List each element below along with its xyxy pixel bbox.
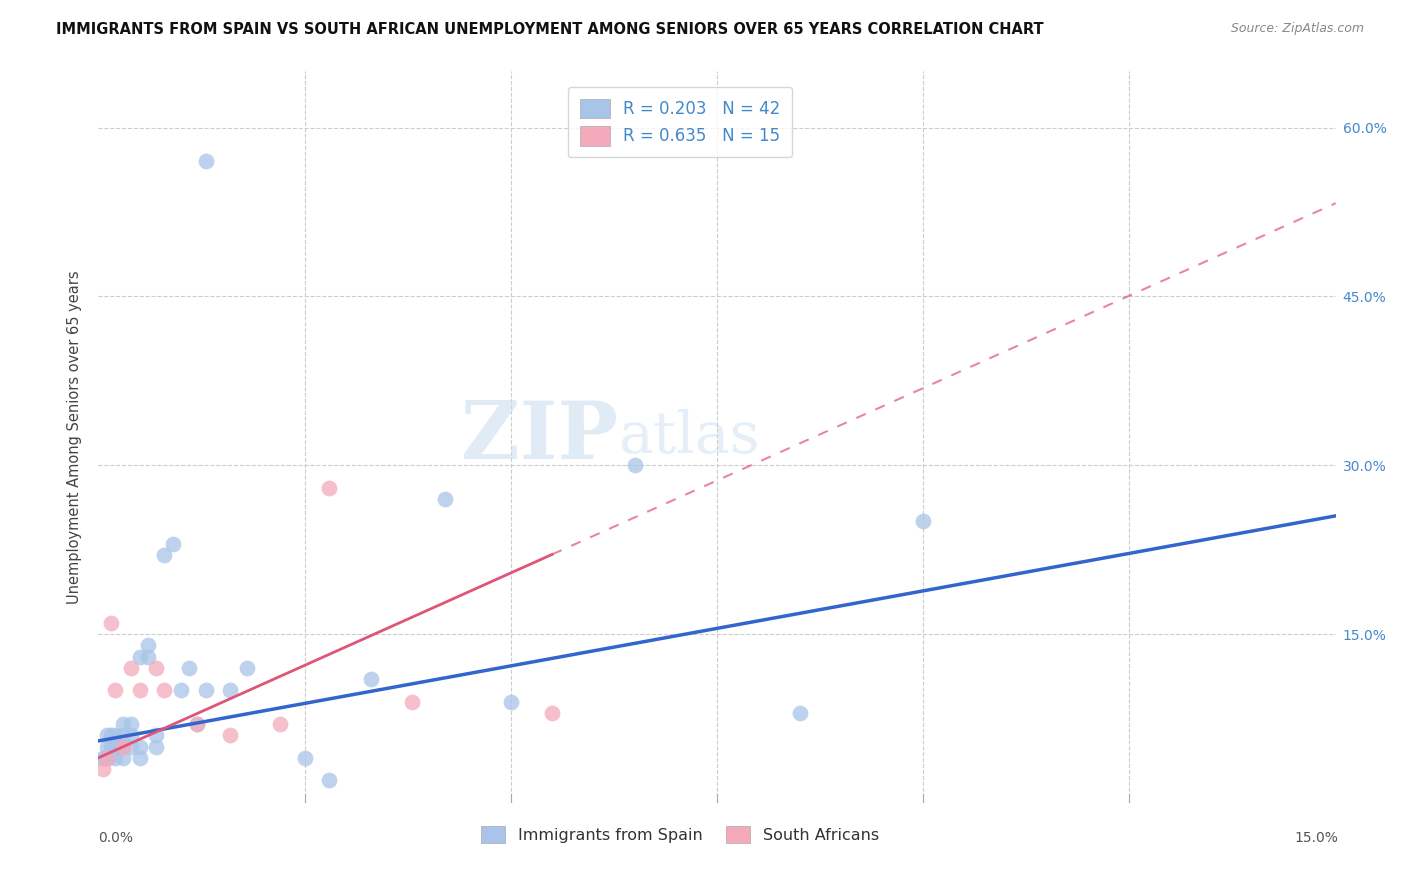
Point — [145, 739, 167, 754]
Point — [128, 683, 150, 698]
Point — [112, 728, 135, 742]
Point — [294, 751, 316, 765]
Point — [104, 728, 127, 742]
Point — [194, 683, 217, 698]
Point — [100, 615, 122, 630]
Text: ZIP: ZIP — [461, 398, 619, 476]
Point — [136, 649, 159, 664]
Point — [318, 773, 340, 788]
Point — [136, 638, 159, 652]
Point — [128, 649, 150, 664]
Point — [145, 661, 167, 675]
Point — [112, 739, 135, 754]
Point — [112, 751, 135, 765]
Point — [153, 683, 176, 698]
Point — [186, 717, 208, 731]
Point — [120, 717, 142, 731]
Text: 0.0%: 0.0% — [98, 831, 134, 846]
Point — [97, 751, 120, 765]
Text: atlas: atlas — [619, 409, 759, 465]
Point — [912, 515, 935, 529]
Text: 15.0%: 15.0% — [1295, 831, 1339, 846]
Text: Source: ZipAtlas.com: Source: ZipAtlas.com — [1230, 22, 1364, 36]
Point — [433, 491, 456, 506]
Point — [104, 751, 127, 765]
Point — [96, 728, 118, 742]
Point — [318, 481, 340, 495]
Point — [194, 154, 217, 169]
Point — [179, 661, 201, 675]
Point — [112, 739, 135, 754]
Text: IMMIGRANTS FROM SPAIN VS SOUTH AFRICAN UNEMPLOYMENT AMONG SENIORS OVER 65 YEARS : IMMIGRANTS FROM SPAIN VS SOUTH AFRICAN U… — [56, 22, 1043, 37]
Point — [120, 739, 142, 754]
Point — [145, 728, 167, 742]
Legend: Immigrants from Spain, South Africans: Immigrants from Spain, South Africans — [474, 820, 886, 850]
Point — [789, 706, 811, 720]
Point — [236, 661, 259, 675]
Point — [162, 537, 184, 551]
Point — [96, 739, 118, 754]
Point — [108, 739, 131, 754]
Point — [104, 739, 127, 754]
Point — [170, 683, 193, 698]
Point — [104, 683, 127, 698]
Point — [94, 751, 117, 765]
Point — [91, 751, 114, 765]
Point — [91, 762, 114, 776]
Point — [360, 672, 382, 686]
Point — [128, 751, 150, 765]
Point — [269, 717, 291, 731]
Point — [153, 548, 176, 562]
Point — [100, 728, 122, 742]
Point — [219, 728, 242, 742]
Point — [120, 728, 142, 742]
Point — [112, 717, 135, 731]
Point — [219, 683, 242, 698]
Point — [128, 739, 150, 754]
Y-axis label: Unemployment Among Seniors over 65 years: Unemployment Among Seniors over 65 years — [67, 270, 83, 604]
Point — [120, 661, 142, 675]
Point — [100, 739, 122, 754]
Point — [623, 458, 645, 473]
Point — [96, 751, 118, 765]
Point — [541, 706, 564, 720]
Point — [186, 717, 208, 731]
Point — [401, 694, 423, 708]
Point — [499, 694, 522, 708]
